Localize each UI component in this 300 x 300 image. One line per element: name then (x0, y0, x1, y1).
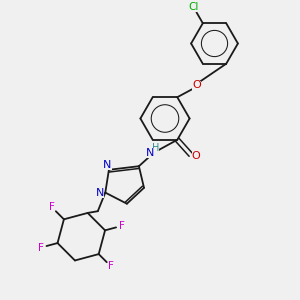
Text: F: F (49, 202, 55, 212)
Text: F: F (119, 221, 125, 231)
Text: N: N (96, 188, 104, 198)
Text: F: F (108, 261, 114, 272)
Text: N: N (103, 160, 112, 170)
Text: N: N (146, 148, 154, 158)
Text: F: F (38, 243, 44, 253)
Text: O: O (192, 80, 201, 91)
Text: H: H (152, 143, 159, 153)
Text: O: O (191, 151, 200, 161)
Text: Cl: Cl (188, 2, 198, 12)
